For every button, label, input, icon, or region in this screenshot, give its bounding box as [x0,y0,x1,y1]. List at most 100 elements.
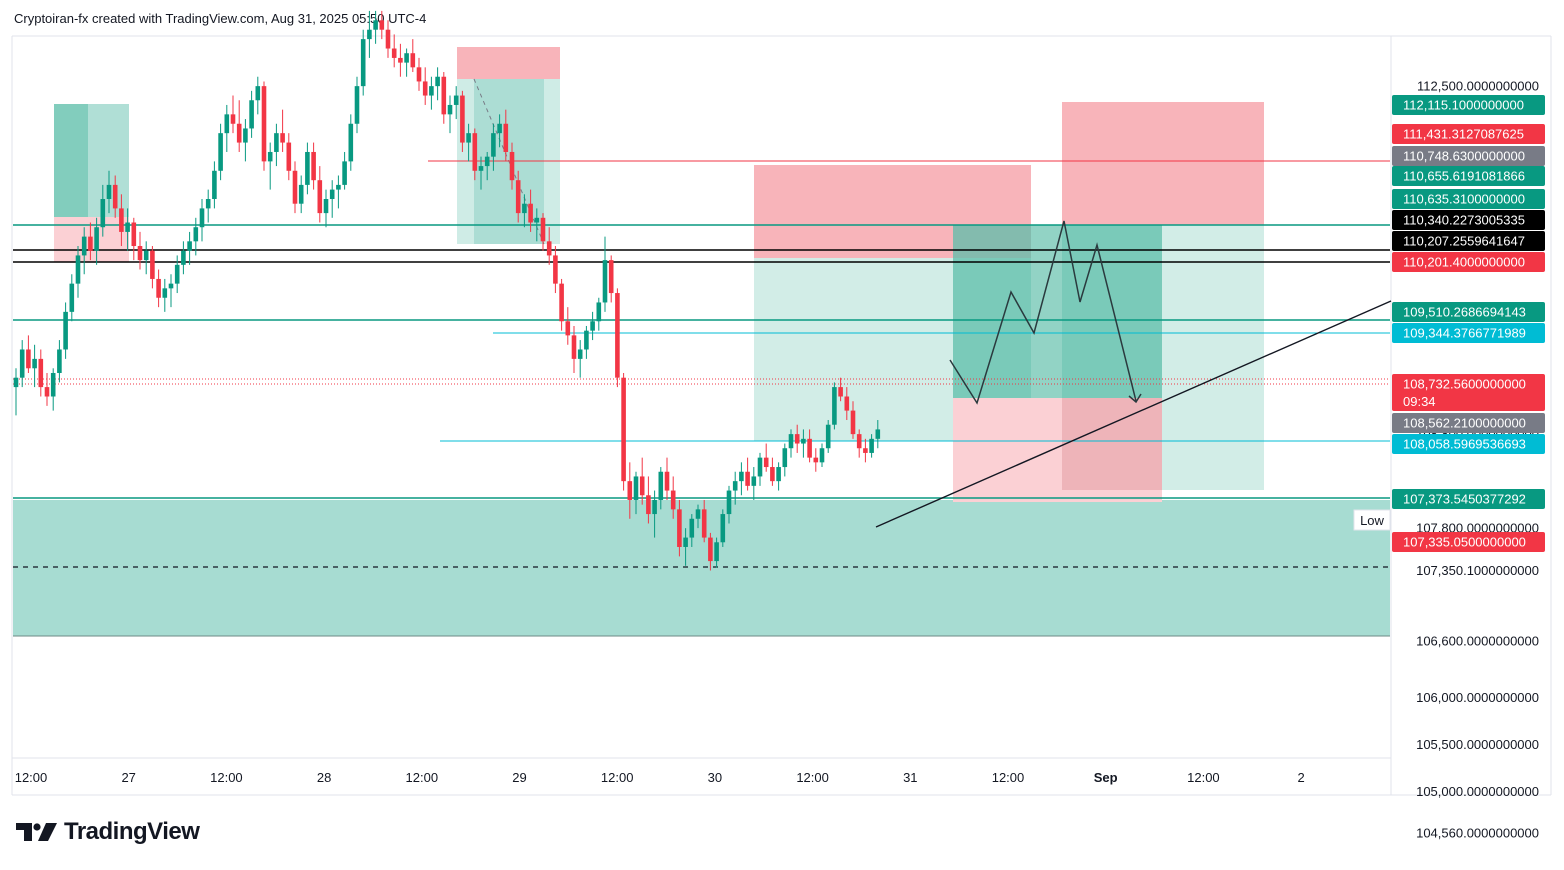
time-tick-label: 29 [512,770,526,785]
price-badge[interactable]: 112,115.1000000000 [1392,95,1545,115]
candle [770,457,775,486]
candle-body [714,542,719,562]
candle [162,278,168,312]
price-badge[interactable]: 110,748.6300000000 [1392,146,1545,166]
time-tick-label: 30 [708,770,722,785]
price-badge[interactable]: 110,635.3100000000 [1392,189,1545,209]
candle-body [112,184,118,209]
brand-logo[interactable]: TradingView [16,818,200,846]
candle-body [119,208,124,232]
price-badge[interactable]: 110,655.6191081866 [1392,166,1545,186]
price-badge[interactable]: 108,562.2100000000 [1392,413,1545,433]
candle-body [850,410,856,435]
time-tick-label: 12:00 [992,770,1025,785]
candle [212,161,217,209]
candle-body [193,227,199,242]
candle [615,288,620,388]
candle [336,175,341,209]
price-badge-bg [1392,189,1545,209]
candle-body [336,184,341,190]
candle-body [646,495,651,515]
candle [621,372,626,491]
candle [50,368,56,411]
candle [714,537,719,568]
time-axis[interactable]: 12:00 27 12:00 28 12:00 29 12:00 30 12:00 31 12:00… [15,770,1305,785]
candle-body [63,311,68,350]
candle [429,76,434,110]
price-badge[interactable]: 110,207.2559641647 [1392,231,1545,251]
candle [274,123,279,167]
candle [156,269,161,308]
candle-body [88,236,93,251]
candle [168,274,174,308]
candle-body [670,490,676,510]
price-badge-label: 110,748.6300000000 [1403,149,1525,164]
candle-body [602,260,608,303]
candle-body [788,434,794,449]
candle [119,194,124,247]
position-tool-2[interactable] [457,47,560,245]
price-badge[interactable]: 111,431.3127087625 [1392,124,1545,144]
support-zone[interactable] [13,500,1390,636]
trend-line[interactable] [875,300,1392,528]
candle-body [732,481,738,491]
candle-body [143,250,149,261]
position-tool-5[interactable] [1062,102,1264,490]
price-badge-bg [1392,210,1545,230]
price-badge-bg [1392,489,1545,509]
candle [608,255,614,303]
candle-body [32,358,37,369]
candle [540,213,546,251]
price-badge-bg [1392,434,1545,454]
candle [305,142,310,195]
candle-body [416,67,422,82]
candle-body [782,448,788,468]
price-tick-label: 104,560.0000000000 [1416,825,1539,840]
price-badge[interactable]: 110,201.4000000000 [1392,252,1545,272]
price-badge-countdown: 09:34 [1403,394,1436,409]
projection-path[interactable] [949,220,1137,405]
candle-body [429,86,434,96]
candle [745,457,750,491]
price-tick-label: 105,500.0000000000 [1416,737,1539,752]
price-badge[interactable]: 108,732.5600000000 09:34 [1392,374,1545,411]
candle-body [664,471,670,491]
candle [801,429,806,458]
candle-body [44,387,50,397]
candle [348,114,354,171]
candle-body [243,128,248,143]
price-badge-label: 110,207.2559641647 [1403,234,1525,249]
candle-body [174,264,180,284]
price-badge[interactable]: 110,340.2273005335 [1392,210,1545,230]
candle [596,297,602,331]
candle-body [534,217,540,223]
candle [763,443,769,472]
candle-body [305,151,310,185]
low-annotation: Low [1353,509,1391,531]
candle-body [348,123,354,162]
price-badge[interactable]: 107,335.0500000000 [1392,532,1545,552]
candle-body [137,246,143,261]
candle [13,368,19,416]
candle-body [577,349,583,359]
candle [112,175,118,218]
candle [63,302,68,359]
price-badge[interactable]: 109,510.2686694143 [1392,302,1545,322]
candle-body [726,490,732,515]
price-badge[interactable]: 109,344.3766771989 [1392,323,1545,343]
position-4-profit-filled [953,225,1031,398]
price-badge[interactable]: 108,058.5969536693 [1392,434,1545,454]
price-badge-label: 108,732.5600000000 [1403,377,1526,392]
candle [38,349,44,397]
time-tick-label: 31 [903,770,917,785]
candle [782,443,788,477]
candle [447,95,453,134]
price-badge[interactable]: 107,373.5450377292 [1392,489,1545,509]
candle-body [559,283,564,322]
candle [732,471,738,505]
candle-body [13,377,19,388]
position-5-loss [1062,102,1264,225]
candle-body [317,180,323,214]
candle [869,434,874,458]
